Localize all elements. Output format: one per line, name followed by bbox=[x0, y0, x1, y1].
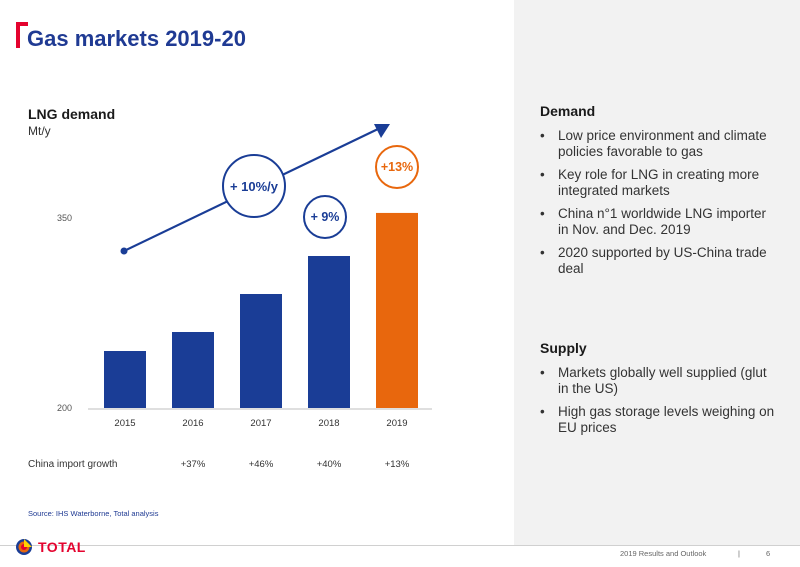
demand-item: China n°1 worldwide LNG importer in Nov.… bbox=[540, 206, 780, 238]
lng-demand-chart: 200 350 2015 2016 2017 2018 2019 + 10%/y + 9% +13… bbox=[28, 124, 432, 470]
supply-list: Markets globally well supplied (glut in … bbox=[540, 365, 780, 443]
row-value: +13% bbox=[385, 459, 410, 470]
footer-title: 2019 Results and Outlook bbox=[620, 549, 707, 558]
row-value: +40% bbox=[317, 459, 342, 470]
trend-arrowhead bbox=[374, 124, 390, 138]
demand-item: Low price environment and climate polici… bbox=[540, 128, 780, 160]
trend-start-dot bbox=[120, 247, 128, 255]
supply-item: High gas storage levels weighing on EU p… bbox=[540, 404, 780, 436]
page-number: 6 bbox=[766, 549, 771, 558]
x-tick-label: 2019 bbox=[386, 418, 407, 429]
row-label: China import growth bbox=[28, 459, 117, 470]
x-tick-label: 2016 bbox=[182, 418, 203, 429]
x-tick-label: 2017 bbox=[250, 418, 271, 429]
demand-item: Key role for LNG in creating more integr… bbox=[540, 167, 780, 199]
y-tick-label: 350 bbox=[57, 213, 72, 223]
demand-item: 2020 supported by US-China trade deal bbox=[540, 245, 780, 277]
trend-label-circle bbox=[222, 154, 286, 218]
demand-heading: Demand bbox=[540, 103, 596, 119]
supply-item: Markets globally well supplied (glut in … bbox=[540, 365, 780, 397]
growth-label: +13% bbox=[381, 160, 413, 174]
bar-2018 bbox=[308, 256, 350, 408]
trend-label: + 10%/y bbox=[230, 179, 279, 194]
page-title: Gas markets 2019-20 bbox=[27, 26, 246, 51]
row-value: +46% bbox=[249, 459, 274, 470]
bar-2016 bbox=[172, 332, 214, 408]
row-value: +37% bbox=[181, 459, 206, 470]
bar-2015 bbox=[104, 351, 146, 408]
logo-wordmark: TOTAL bbox=[38, 539, 86, 555]
supply-heading: Supply bbox=[540, 340, 587, 356]
x-tick-label: 2018 bbox=[318, 418, 339, 429]
chart-title: LNG demand bbox=[28, 106, 116, 122]
demand-list: Low price environment and climate polici… bbox=[540, 128, 780, 284]
bar-2017 bbox=[240, 294, 282, 408]
title-accent-bar-top bbox=[16, 22, 28, 26]
x-tick-label: 2015 bbox=[114, 418, 135, 429]
bar-2019 bbox=[376, 212, 418, 408]
title-accent-bar bbox=[16, 22, 20, 48]
growth-circle bbox=[303, 195, 347, 239]
footer-separator: | bbox=[738, 549, 740, 558]
total-logo-icon bbox=[16, 539, 32, 555]
growth-label: + 9% bbox=[311, 210, 340, 224]
source-note: Source: IHS Waterborne, Total analysis bbox=[28, 509, 159, 518]
footer-divider bbox=[0, 545, 800, 546]
growth-circle bbox=[375, 145, 419, 189]
y-tick-label: 200 bbox=[57, 403, 72, 413]
chart-unit: Mt/y bbox=[28, 124, 51, 138]
total-logo: TOTAL bbox=[14, 537, 86, 557]
